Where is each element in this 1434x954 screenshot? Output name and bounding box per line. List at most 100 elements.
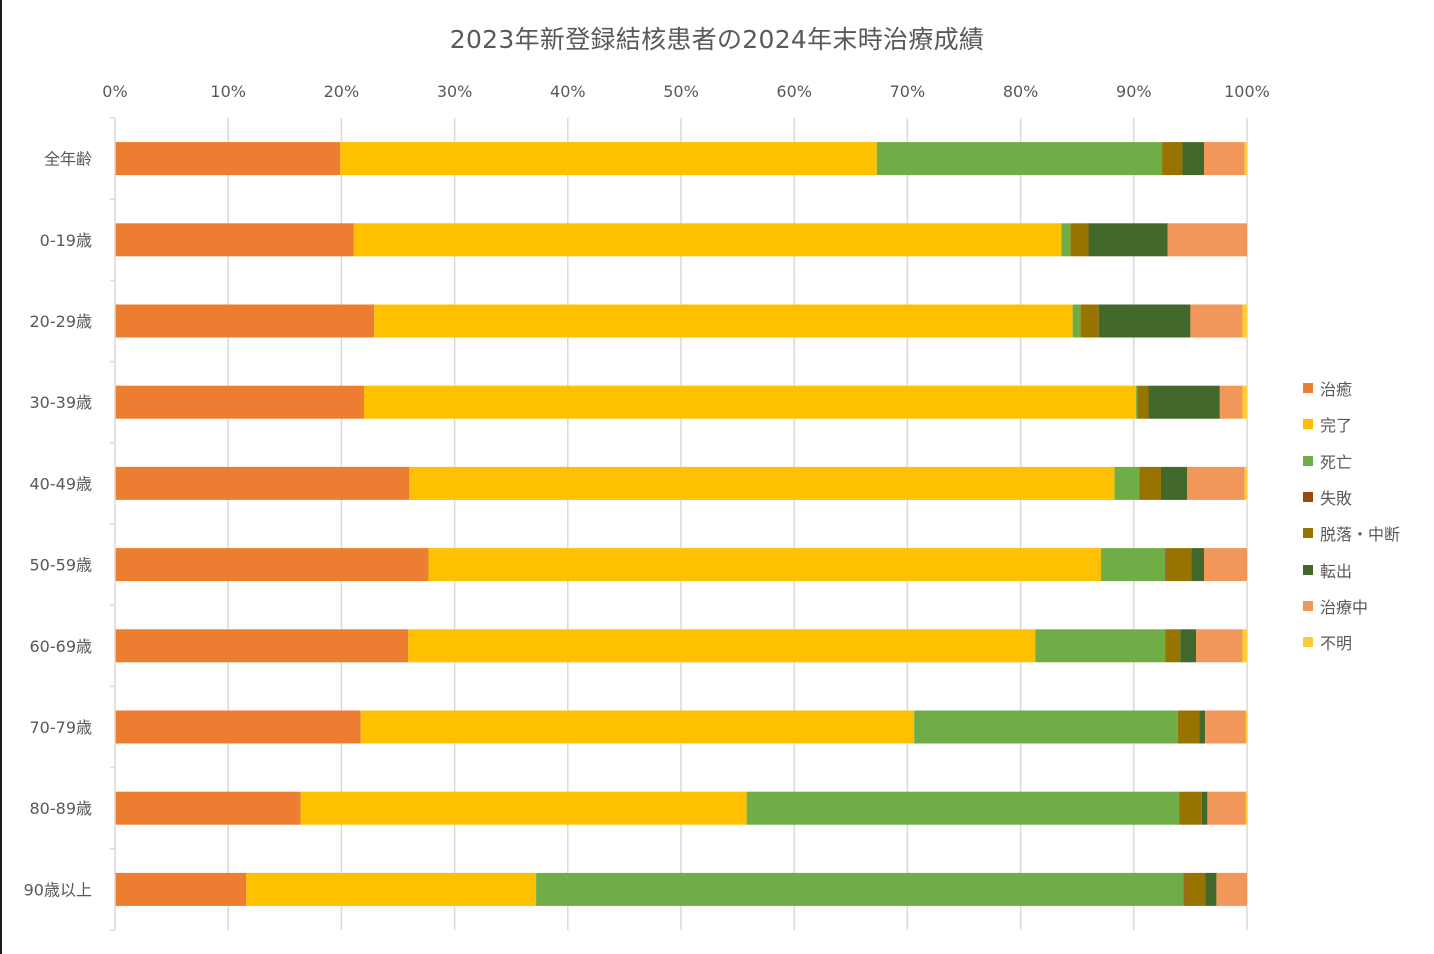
bar-segment [1160,466,1188,500]
bar-segment [1180,629,1197,663]
bar-segment [115,385,365,419]
category-label: 40-49歳 [30,474,93,493]
bar-segment [115,304,375,338]
bar-segment [409,466,1115,500]
bar-segment [1136,385,1138,419]
x-tick-label: 90% [1116,82,1152,101]
bar-segment [1196,629,1243,663]
bar-segment [1201,791,1208,825]
bar-segment [115,548,429,582]
x-tick-label: 40% [550,82,586,101]
bar-segment [1205,872,1217,906]
category-label: 20-29歳 [30,312,93,331]
y-axis [110,117,116,931]
bar-group [115,710,1247,744]
bar-segment [115,872,247,906]
bar-segment [1165,629,1181,663]
x-tick-label: 50% [663,82,699,101]
bar-segment [1244,142,1247,176]
bar-segment [428,548,1101,582]
bar-segment [1035,629,1166,663]
legend-label: 転出 [1320,561,1353,581]
bar-segment [1088,223,1168,257]
bar-segment [1207,791,1246,825]
bar-segment [1245,791,1247,825]
category-label: 90歳以上 [24,880,92,899]
x-tick-label: 20% [324,82,360,101]
bar-segment [300,791,747,825]
bar-segment [1148,385,1220,419]
bar-segment [1165,548,1167,582]
bar-segment [1177,710,1200,744]
category-label: 80-89歳 [30,799,93,818]
bar-segment [1242,629,1247,663]
category-label: 0-19歳 [40,231,92,250]
legend-item: 失敗 [1303,479,1400,515]
bar-segment [1139,466,1161,500]
bar-group [115,223,1247,257]
bar-segment [340,142,877,176]
bar-segment [1100,548,1166,582]
category-label: 70-79歳 [30,718,93,737]
legend-item: 治療中 [1303,588,1400,624]
bar-segment [1166,548,1192,582]
legend-label: 治癒 [1320,380,1353,400]
bar-segment [1072,304,1081,338]
legend-label: 脱落・中断 [1320,525,1401,545]
bar-group [115,629,1247,663]
bar-group [115,466,1247,500]
bars [115,142,1247,906]
bar-segment [1205,710,1246,744]
bar-segment [1242,304,1247,338]
legend-item: 転出 [1303,551,1400,587]
bar-segment [115,466,410,500]
legend-swatch [1303,419,1313,430]
bar-segment [115,710,361,744]
bar-segment [1190,304,1243,338]
bar-segment [1191,548,1204,582]
bar-segment [353,223,1062,257]
bar-segment [364,385,1137,419]
x-axis-ticks: 0% 10% 20% 30% 40% 50% 60% 70% 80% 90% 100% [102,82,1270,101]
bar-segment [115,223,354,257]
bar-segment [1184,872,1206,906]
legend-swatch [1303,528,1313,539]
bar-segment [1244,466,1247,500]
bar-segment [115,629,409,663]
bar-segment [1242,385,1247,419]
bar-group [115,548,1247,582]
category-label: 60-69歳 [30,637,93,656]
bar-group [115,142,1247,176]
bar-segment [1182,142,1204,176]
bar-segment [914,710,1178,744]
legend: 治癒 完了 死亡 失敗 脱落・中断 転出 治療中 不明 [1303,370,1400,660]
legend-swatch [1303,600,1313,611]
bar-segment [1203,548,1247,582]
bar-segment [1070,223,1089,257]
bar-segment [536,872,1184,906]
x-tick-label: 70% [890,82,926,101]
bar-segment [1245,710,1247,744]
bar-segment [1216,872,1247,906]
category-label: 30-39歳 [30,393,93,412]
bar-group [115,872,1247,906]
legend-swatch [1303,637,1313,648]
bar-segment [1183,872,1185,906]
legend-label: 死亡 [1320,452,1353,472]
legend-swatch [1303,455,1313,466]
bar-segment [1098,304,1191,338]
x-tick-label: 30% [437,82,473,101]
bar-segment [360,710,915,744]
legend-label: 不明 [1320,634,1353,654]
bar-segment [1162,142,1183,176]
legend-label: 治療中 [1320,597,1369,617]
bar-segment [115,791,301,825]
bar-segment [1179,791,1202,825]
bar-segment [1061,223,1071,257]
frame-border [0,0,2,954]
legend-item: 治癒 [1303,370,1400,406]
chart-title: 2023年新登録結核患者の2024年末時治療成績 [449,25,985,54]
legend-swatch [1303,492,1313,503]
bar-segment [1137,385,1149,419]
